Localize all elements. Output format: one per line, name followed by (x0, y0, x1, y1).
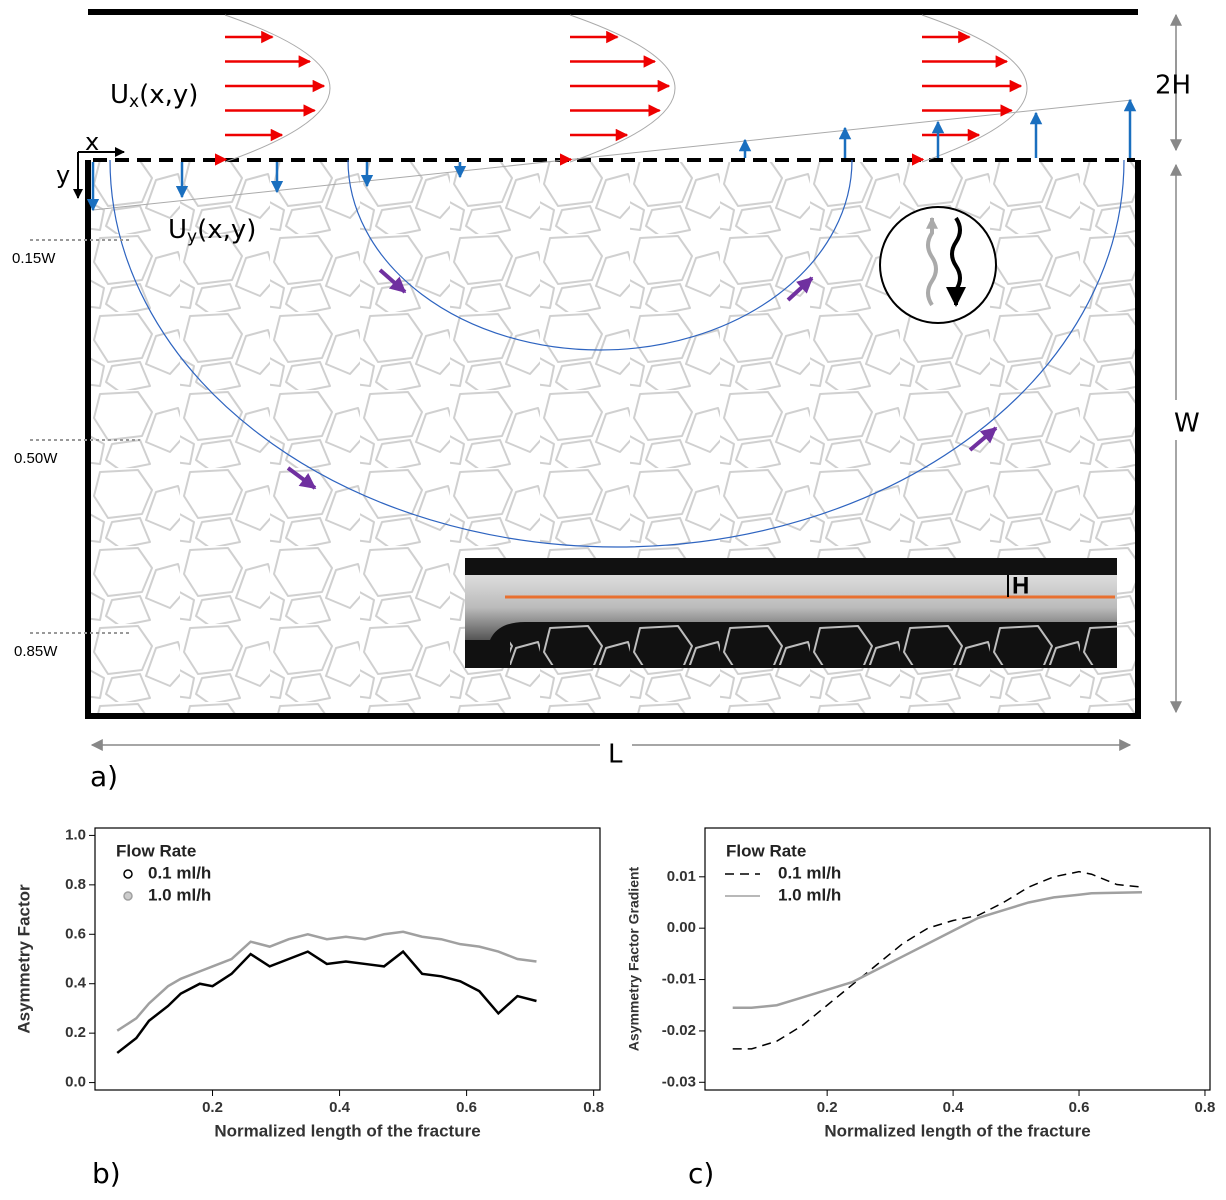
legend-title: Flow Rate (726, 841, 806, 860)
y-tick-label: 0.00 (667, 919, 696, 936)
series-line (116, 930, 537, 1032)
y-tick-label: 0.01 (667, 868, 696, 885)
ux-rest: (x,y) (139, 80, 198, 110)
inset-image (465, 558, 1117, 668)
series-line (116, 949, 537, 1054)
chart: 0.2 0.4 0.6 0.8 0.0 0.2 0.4 0.6 0.8 1.0 Normalized… (14, 826, 604, 1190)
diagram: x y Ux(x,y) Uy(x,y) 0.15W 0.50W 0.85W 2H… (12, 9, 1200, 793)
depth-label: 0.50W (14, 450, 58, 467)
x-tick-label: 0.4 (943, 1099, 965, 1116)
y-tick-label: 0.4 (65, 975, 87, 992)
x-axis-label: Normalized length of the fracture (824, 1121, 1090, 1140)
depth-ticks (30, 239, 140, 634)
chart: 0.2 0.4 0.6 0.8 0.01 0.00 -0.01 -0.02 -0.03 Norma… (626, 827, 1216, 1190)
ux-base: U (110, 80, 129, 110)
legend-label: 1.0 ml/h (778, 885, 841, 904)
plot-frame (704, 827, 1211, 1091)
x-tick-label: 0.6 (456, 1099, 477, 1116)
panel-label: c) (688, 1157, 714, 1190)
series-line (732, 890, 1143, 1010)
y-tick-label: 0.8 (65, 876, 86, 893)
length-label: L (608, 740, 623, 770)
plot-frame (94, 827, 601, 1091)
velocity-profiles (214, 14, 1028, 166)
axes-icon (73, 147, 125, 199)
x-tick-label: 0.8 (583, 1099, 604, 1116)
depth-label: 0.15W (12, 250, 56, 267)
matrix-frame (85, 160, 1141, 719)
legend-marker (123, 869, 133, 879)
y-tick-label: -0.03 (662, 1073, 696, 1090)
depth-label: 0.85W (14, 643, 58, 660)
outer-arc (109, 159, 1125, 548)
width-label: W (1174, 409, 1200, 439)
x-tick-label: 0.2 (202, 1099, 223, 1116)
uy-label: Uy(x,y) (168, 215, 256, 248)
panel-label: b) (92, 1157, 121, 1190)
uy-sub: y (187, 227, 197, 247)
y-axis-label: Asymmetry Factor Gradient (626, 866, 642, 1051)
uy-rest: (x,y) (197, 215, 256, 245)
legend-label: 0.1 ml/h (778, 863, 841, 882)
x-tick-label: 0.2 (817, 1099, 838, 1116)
y-tick-label: 0.0 (65, 1074, 86, 1091)
height-label: 2H (1155, 71, 1191, 101)
axis-x-label: x (85, 128, 99, 156)
x-tick-label: 0.4 (329, 1099, 351, 1116)
y-tick-label: 1.0 (65, 826, 86, 843)
y-tick-label: 0.6 (65, 925, 86, 942)
x-tick-label: 0.8 (1195, 1099, 1216, 1116)
legend-label: 1.0 ml/h (148, 885, 211, 904)
mixing-icon (879, 206, 997, 324)
y-tick-label: 0.2 (65, 1024, 86, 1041)
inset-label: H (1012, 572, 1029, 599)
charts: 0.2 0.4 0.6 0.8 0.0 0.2 0.4 0.6 0.8 1.0 Normalized… (14, 826, 1215, 1190)
ux-sub: x (129, 92, 139, 112)
x-axis-label: Normalized length of the fracture (214, 1121, 480, 1140)
uy-trend (92, 99, 1133, 211)
transverse-arrows (86, 98, 1137, 212)
series-line (732, 870, 1143, 1050)
legend-label: 0.1 ml/h (148, 863, 211, 882)
ux-label: Ux(x,y) (110, 80, 198, 113)
uy-base: U (168, 215, 187, 245)
inner-arc (347, 159, 853, 351)
legend-marker (123, 891, 133, 901)
y-tick-label: -0.02 (662, 1022, 696, 1039)
y-axis-label: Asymmetry Factor (14, 884, 33, 1034)
y-tick-label: -0.01 (662, 971, 696, 988)
x-tick-label: 0.6 (1069, 1099, 1090, 1116)
panel-label: a) (90, 760, 118, 793)
axis-y-label: y (56, 161, 70, 189)
dimension-arrows (90, 13, 1182, 751)
purple-arrows (286, 268, 998, 490)
legend-title: Flow Rate (116, 841, 196, 860)
